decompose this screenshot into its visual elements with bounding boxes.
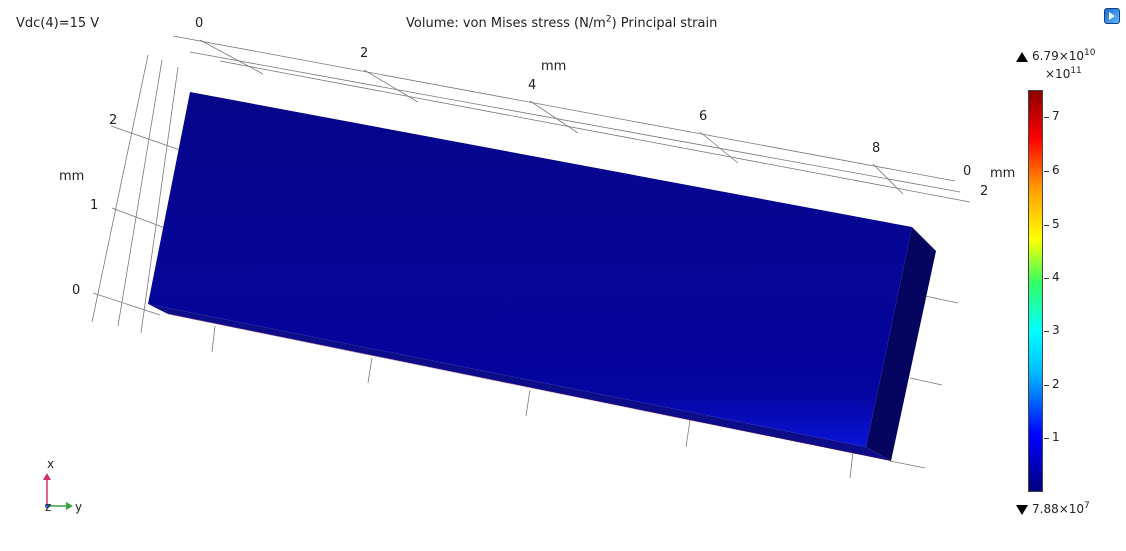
colorbar-tick: 6 bbox=[1052, 163, 1060, 177]
colorbar-tick: 1 bbox=[1052, 430, 1060, 444]
parameter-label: Vdc(4)=15 V bbox=[16, 16, 100, 31]
colorbar-min-label: 7.88×107 bbox=[1032, 501, 1090, 517]
block-bottom-face bbox=[148, 304, 891, 461]
axis-triad bbox=[43, 473, 73, 510]
triad-z-label: z bbox=[45, 500, 52, 514]
colorbar-tick: 4 bbox=[1052, 270, 1060, 284]
colorbar-tick: 2 bbox=[1052, 377, 1060, 391]
y-tick-label: 8 bbox=[872, 141, 881, 156]
grid-lines bbox=[91, 35, 971, 479]
y-tick-label: 0 bbox=[195, 16, 204, 31]
z-tick-label: 2 bbox=[980, 184, 989, 199]
triad-x-label: x bbox=[47, 457, 55, 471]
max-marker-icon bbox=[1016, 52, 1028, 62]
x-tick-label: 0 bbox=[72, 283, 81, 298]
colorbar-tick: 5 bbox=[1052, 217, 1060, 231]
block-front-face bbox=[148, 92, 912, 447]
block-side-face bbox=[866, 227, 936, 461]
colorbar-scale-label: ×1011 bbox=[1045, 66, 1082, 82]
y-tick-label: 6 bbox=[699, 109, 708, 124]
x-tick-label: 1 bbox=[90, 198, 99, 213]
triad-y-label: y bbox=[75, 500, 83, 514]
colorbar-tick: 7 bbox=[1052, 109, 1060, 123]
x-axis-unit: mm bbox=[59, 169, 85, 184]
colorbar-max-label: 6.79×1010 bbox=[1032, 48, 1096, 64]
z-axis-unit: mm bbox=[990, 166, 1016, 181]
plot-title: Volume: von Mises stress (N/m2) Principa… bbox=[406, 14, 718, 31]
y-axis-unit: mm bbox=[541, 59, 567, 74]
plot-window-icon[interactable] bbox=[1104, 8, 1120, 24]
x-tick-label: 2 bbox=[109, 113, 118, 128]
colorbar bbox=[1028, 90, 1043, 492]
min-marker-icon bbox=[1016, 505, 1028, 515]
colorbar-tick: 3 bbox=[1052, 323, 1060, 337]
z-tick-label: 0 bbox=[963, 164, 972, 179]
y-tick-label: 2 bbox=[360, 46, 369, 61]
y-tick-label: 4 bbox=[528, 78, 537, 93]
